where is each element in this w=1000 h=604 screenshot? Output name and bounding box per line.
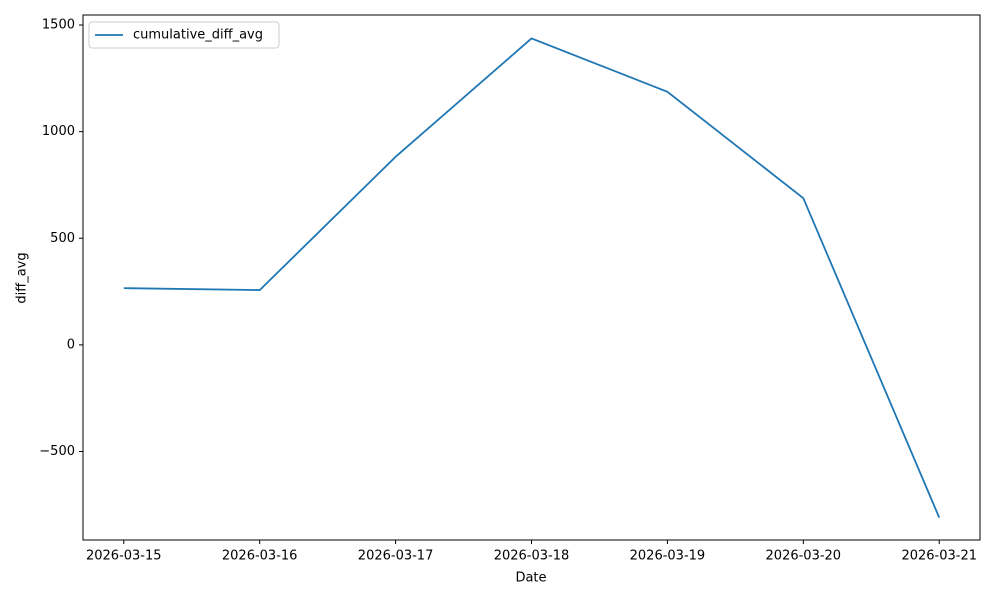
y-axis-label: diff_avg — [15, 252, 30, 303]
x-tick-label: 2026-03-15 — [86, 549, 162, 564]
legend-label: cumulative_diff_avg — [133, 28, 263, 43]
x-tick-label: 2026-03-18 — [494, 549, 570, 564]
x-tick-label: 2026-03-17 — [358, 549, 434, 564]
x-tick-label: 2026-03-16 — [222, 549, 298, 564]
x-tick-label: 2026-03-20 — [766, 549, 842, 564]
x-tick-label: 2026-03-19 — [630, 549, 706, 564]
legend-box — [88, 21, 280, 49]
y-tick-label: 0 — [67, 337, 75, 352]
y-tick-label: 500 — [50, 231, 75, 246]
data-line — [123, 37, 941, 518]
y-tick-label: −500 — [39, 444, 75, 459]
x-tick-label: 2026-03-21 — [901, 549, 977, 564]
y-tick-label: 1500 — [42, 18, 75, 33]
x-axis-label: Date — [515, 571, 546, 586]
plot-frame — [82, 14, 981, 541]
y-tick-label: 1000 — [42, 124, 75, 139]
